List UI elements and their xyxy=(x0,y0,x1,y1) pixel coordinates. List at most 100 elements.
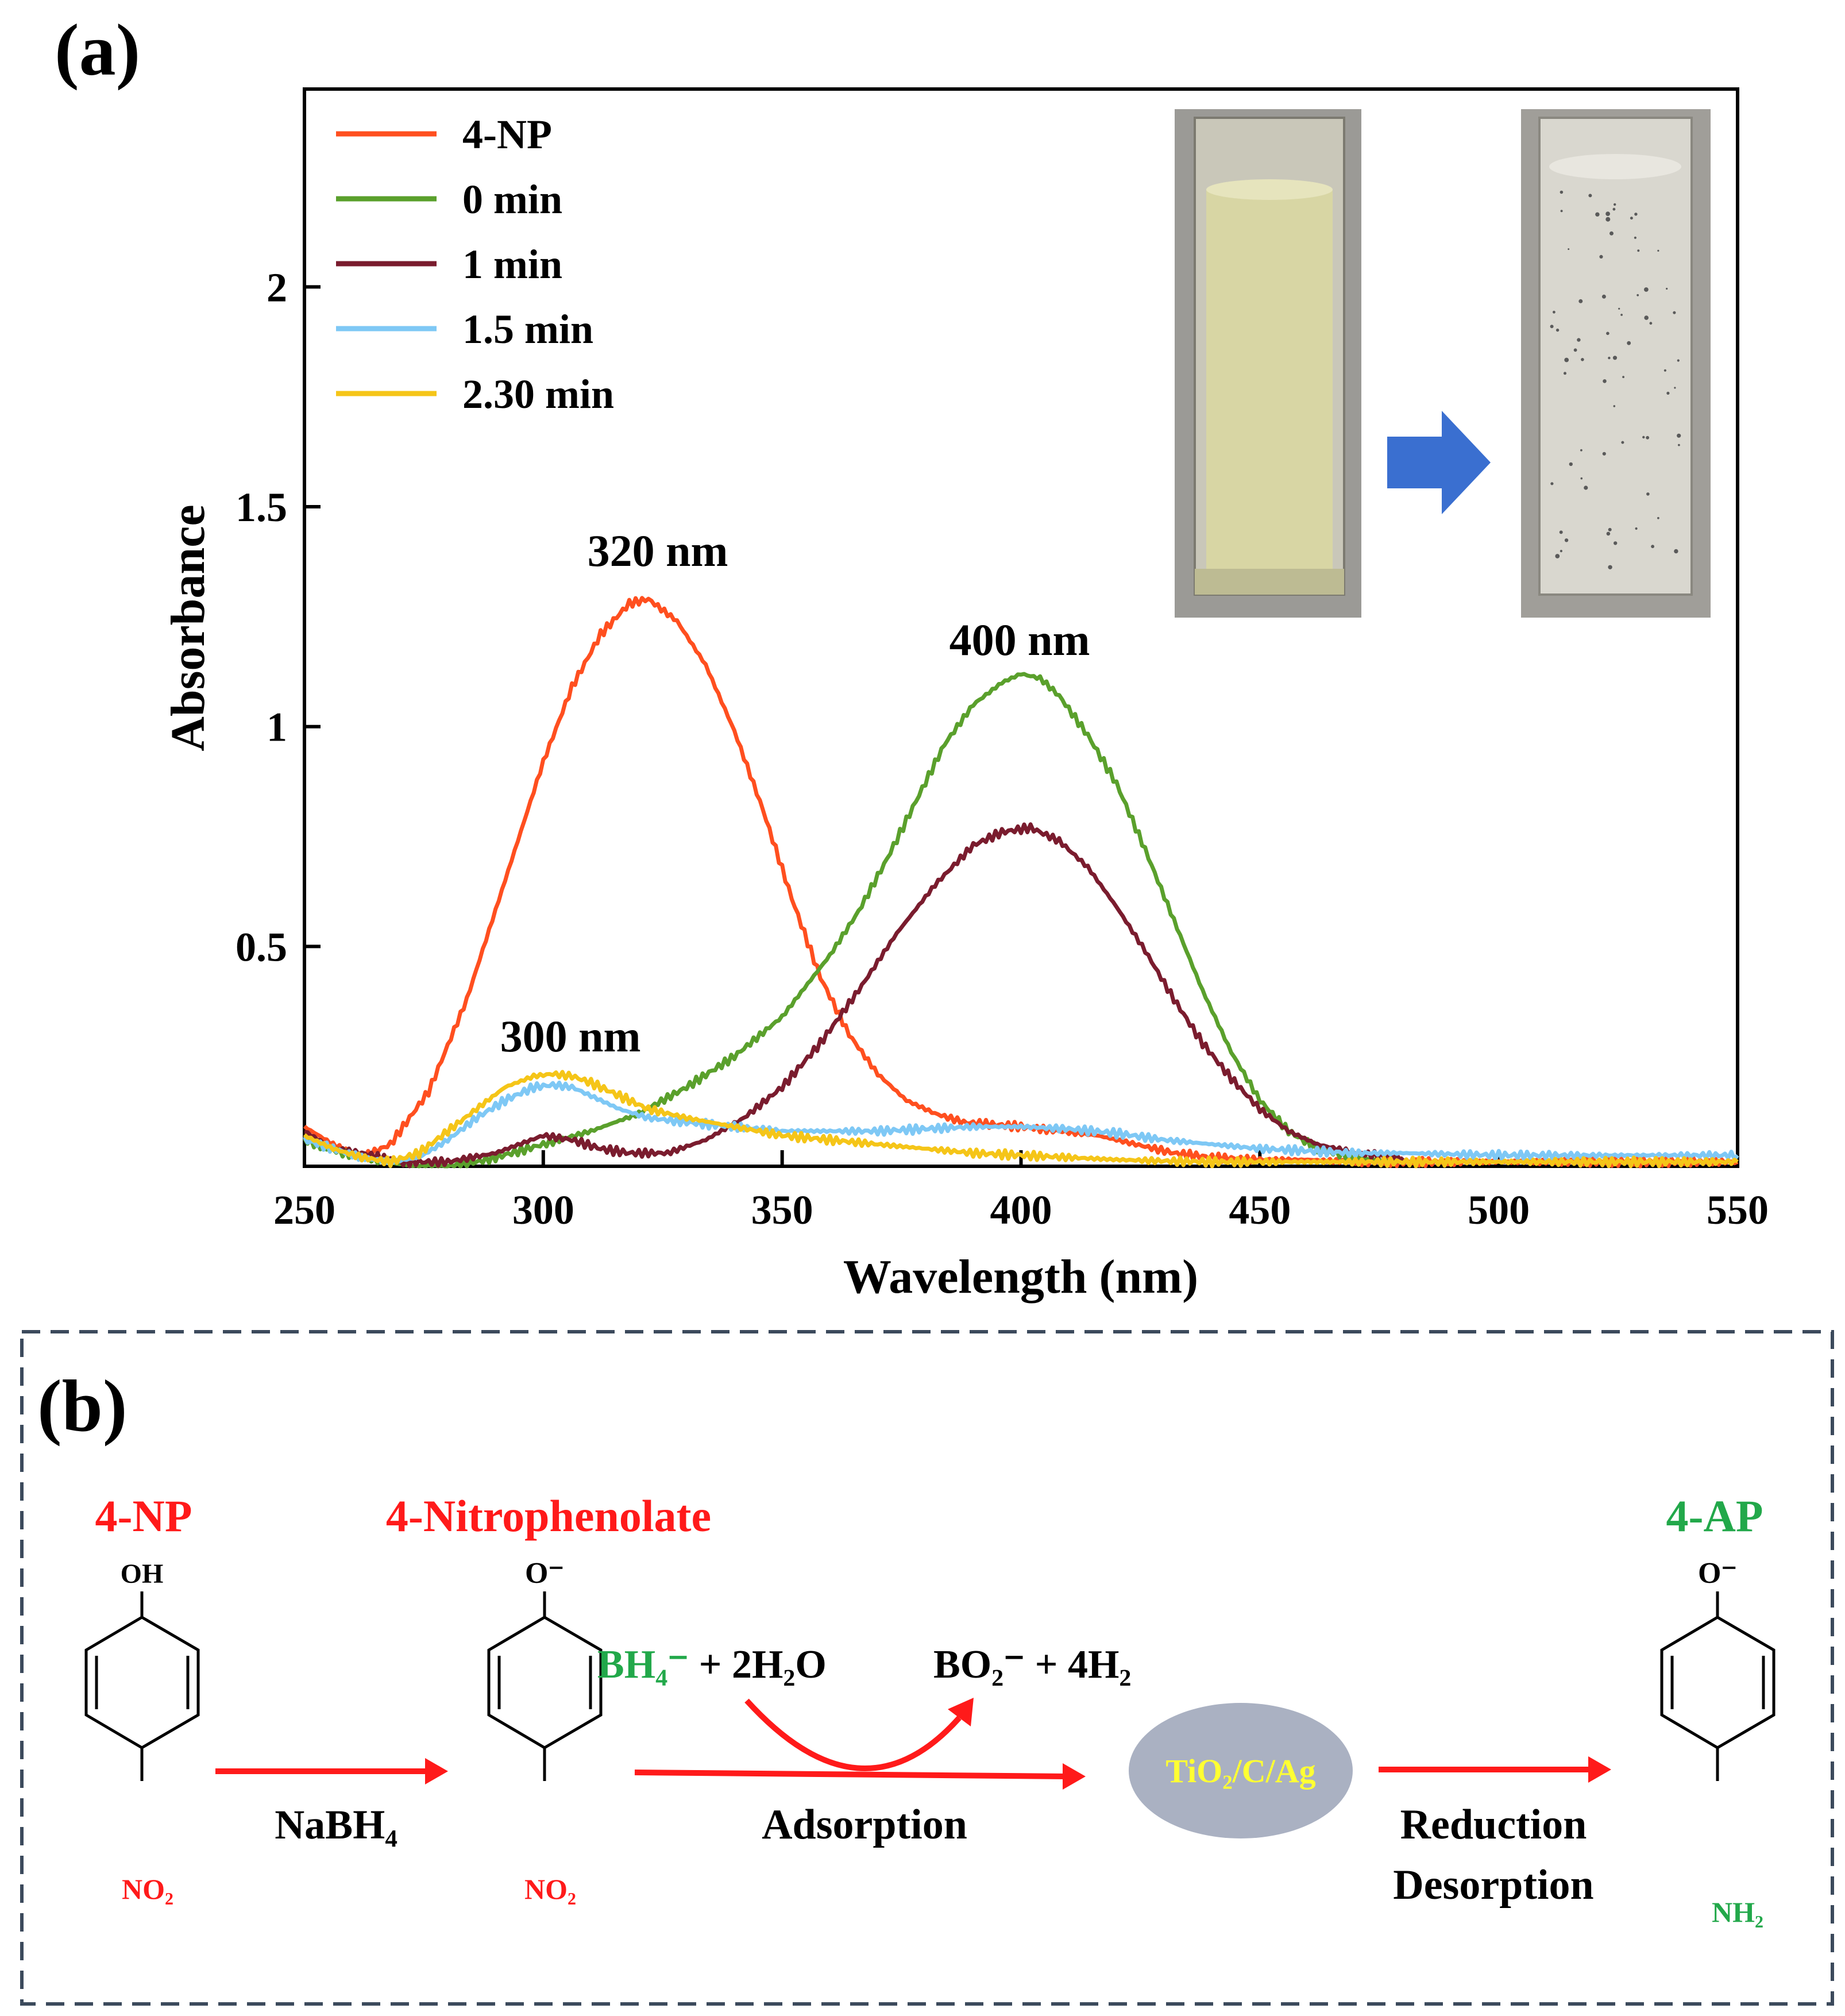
series-lines xyxy=(302,596,1739,1169)
speck xyxy=(1644,315,1649,320)
no2-label-2: NO₂ xyxy=(524,1873,576,1905)
x-tick-label: 400 xyxy=(990,1187,1052,1233)
speck xyxy=(1601,294,1606,299)
speck xyxy=(1646,492,1650,496)
x-tick-label: 500 xyxy=(1468,1187,1530,1233)
speck xyxy=(1605,217,1611,222)
speck xyxy=(1674,549,1678,554)
curved-arrow-head xyxy=(948,1698,974,1726)
arrow-reduction xyxy=(1379,1756,1611,1783)
bo2-products-label: BO₂⁻ + 4H₂ xyxy=(933,1643,1131,1687)
x-tick-label: 300 xyxy=(512,1187,574,1233)
arrow-adsorption xyxy=(634,1763,1086,1790)
speck xyxy=(1649,322,1653,325)
speck xyxy=(1637,249,1640,252)
speck xyxy=(1657,516,1659,519)
adsorption-label: Adsorption xyxy=(762,1801,967,1848)
reduction-label: Reduction xyxy=(1400,1801,1587,1848)
x-tick-label: 450 xyxy=(1229,1187,1291,1233)
annotation-400nm: 400 nm xyxy=(949,615,1090,665)
legend-label-3: 1.5 min xyxy=(462,306,593,352)
speck xyxy=(1646,435,1650,440)
cuvette-before-meniscus xyxy=(1206,179,1333,200)
speck xyxy=(1569,462,1573,467)
speck xyxy=(1555,554,1560,558)
speck xyxy=(1578,299,1583,303)
speck xyxy=(1609,231,1614,236)
speck xyxy=(1573,348,1577,352)
catalyst-label: TiO₂/C/Ag xyxy=(1165,1752,1315,1790)
speck xyxy=(1618,307,1620,310)
annotation-300nm: 300 nm xyxy=(500,1011,641,1061)
speck xyxy=(1553,310,1555,314)
speck xyxy=(1606,331,1609,336)
speck xyxy=(1612,207,1616,211)
speck xyxy=(1614,541,1618,545)
speck xyxy=(1666,391,1670,395)
speck xyxy=(1577,338,1581,342)
y-tick-label: 1 xyxy=(267,704,287,750)
legend-label-2: 1 min xyxy=(462,241,562,287)
oh-label: OH xyxy=(121,1559,164,1589)
speck xyxy=(1678,444,1680,446)
bh4-label: BH₄⁻ xyxy=(597,1643,689,1687)
speck xyxy=(1608,527,1612,531)
speck xyxy=(1666,287,1668,290)
cuvette-after-specks xyxy=(1550,190,1681,569)
speck xyxy=(1612,356,1618,360)
speck xyxy=(1622,376,1625,379)
speck xyxy=(1642,435,1645,439)
x-tick-label: 250 xyxy=(273,1187,335,1233)
speck xyxy=(1627,341,1631,345)
speck xyxy=(1564,372,1566,375)
curved-arrow xyxy=(744,1698,962,1771)
speck xyxy=(1595,212,1600,217)
legend-label-1: 0 min xyxy=(462,176,562,222)
speck xyxy=(1635,527,1638,530)
annotation-320nm: 320 nm xyxy=(588,526,728,576)
x-tick-label: 350 xyxy=(751,1187,813,1233)
speck xyxy=(1602,452,1606,456)
x-axis-label: Wavelength (nm) xyxy=(843,1250,1198,1304)
bh4-equation: BH₄⁻ + 2H₂O xyxy=(597,1643,827,1687)
water-label: + 2H₂O xyxy=(689,1643,827,1687)
legend-label-4: 2.30 min xyxy=(462,371,614,417)
cuvette-before-base xyxy=(1195,569,1344,595)
speck xyxy=(1564,538,1569,542)
speck xyxy=(1560,550,1562,553)
legend-label-0: 4-NP xyxy=(462,111,552,157)
speck xyxy=(1606,531,1611,536)
speck xyxy=(1584,485,1588,490)
speck xyxy=(1634,236,1636,239)
arrow-nabh4 xyxy=(215,1758,448,1784)
speck xyxy=(1663,369,1666,372)
no2-label-1: NO₂ xyxy=(122,1873,173,1905)
speck xyxy=(1657,249,1659,252)
y-axis-label: Absorbance xyxy=(161,504,215,751)
speck xyxy=(1560,210,1563,213)
speck xyxy=(1599,255,1603,259)
inset-photos xyxy=(1175,109,1711,618)
speck xyxy=(1621,441,1624,444)
title-4np: 4-NP xyxy=(95,1491,192,1541)
y-axis-ticks: 0.5 1 1.5 2 xyxy=(236,264,321,970)
speck xyxy=(1603,379,1607,383)
cuvette-after-meniscus xyxy=(1549,154,1681,179)
legend: 4-NP 0 min 1 min 1.5 min 2.30 min xyxy=(336,111,614,417)
series-line-2 xyxy=(304,822,1405,1169)
speck xyxy=(1564,357,1569,363)
series-line-1 xyxy=(303,672,1404,1169)
title-4-nitrophenolate: 4-Nitrophenolate xyxy=(386,1491,711,1541)
benzene-ring-4np xyxy=(84,1591,200,1781)
arrow-right-icon xyxy=(1387,411,1491,514)
speck xyxy=(1651,545,1655,549)
speck xyxy=(1580,477,1583,480)
speck xyxy=(1608,356,1611,360)
o-minus-label-1: O⁻ xyxy=(525,1557,564,1590)
benzene-ring-4ap xyxy=(1660,1591,1775,1781)
y-tick-label: 2 xyxy=(267,264,287,310)
benzene-ring-nitrophenolate xyxy=(487,1591,603,1781)
x-axis-ticks: 250 300 350 400 450 500 550 xyxy=(273,1150,1769,1233)
speck xyxy=(1568,248,1570,250)
speck xyxy=(1555,328,1560,332)
